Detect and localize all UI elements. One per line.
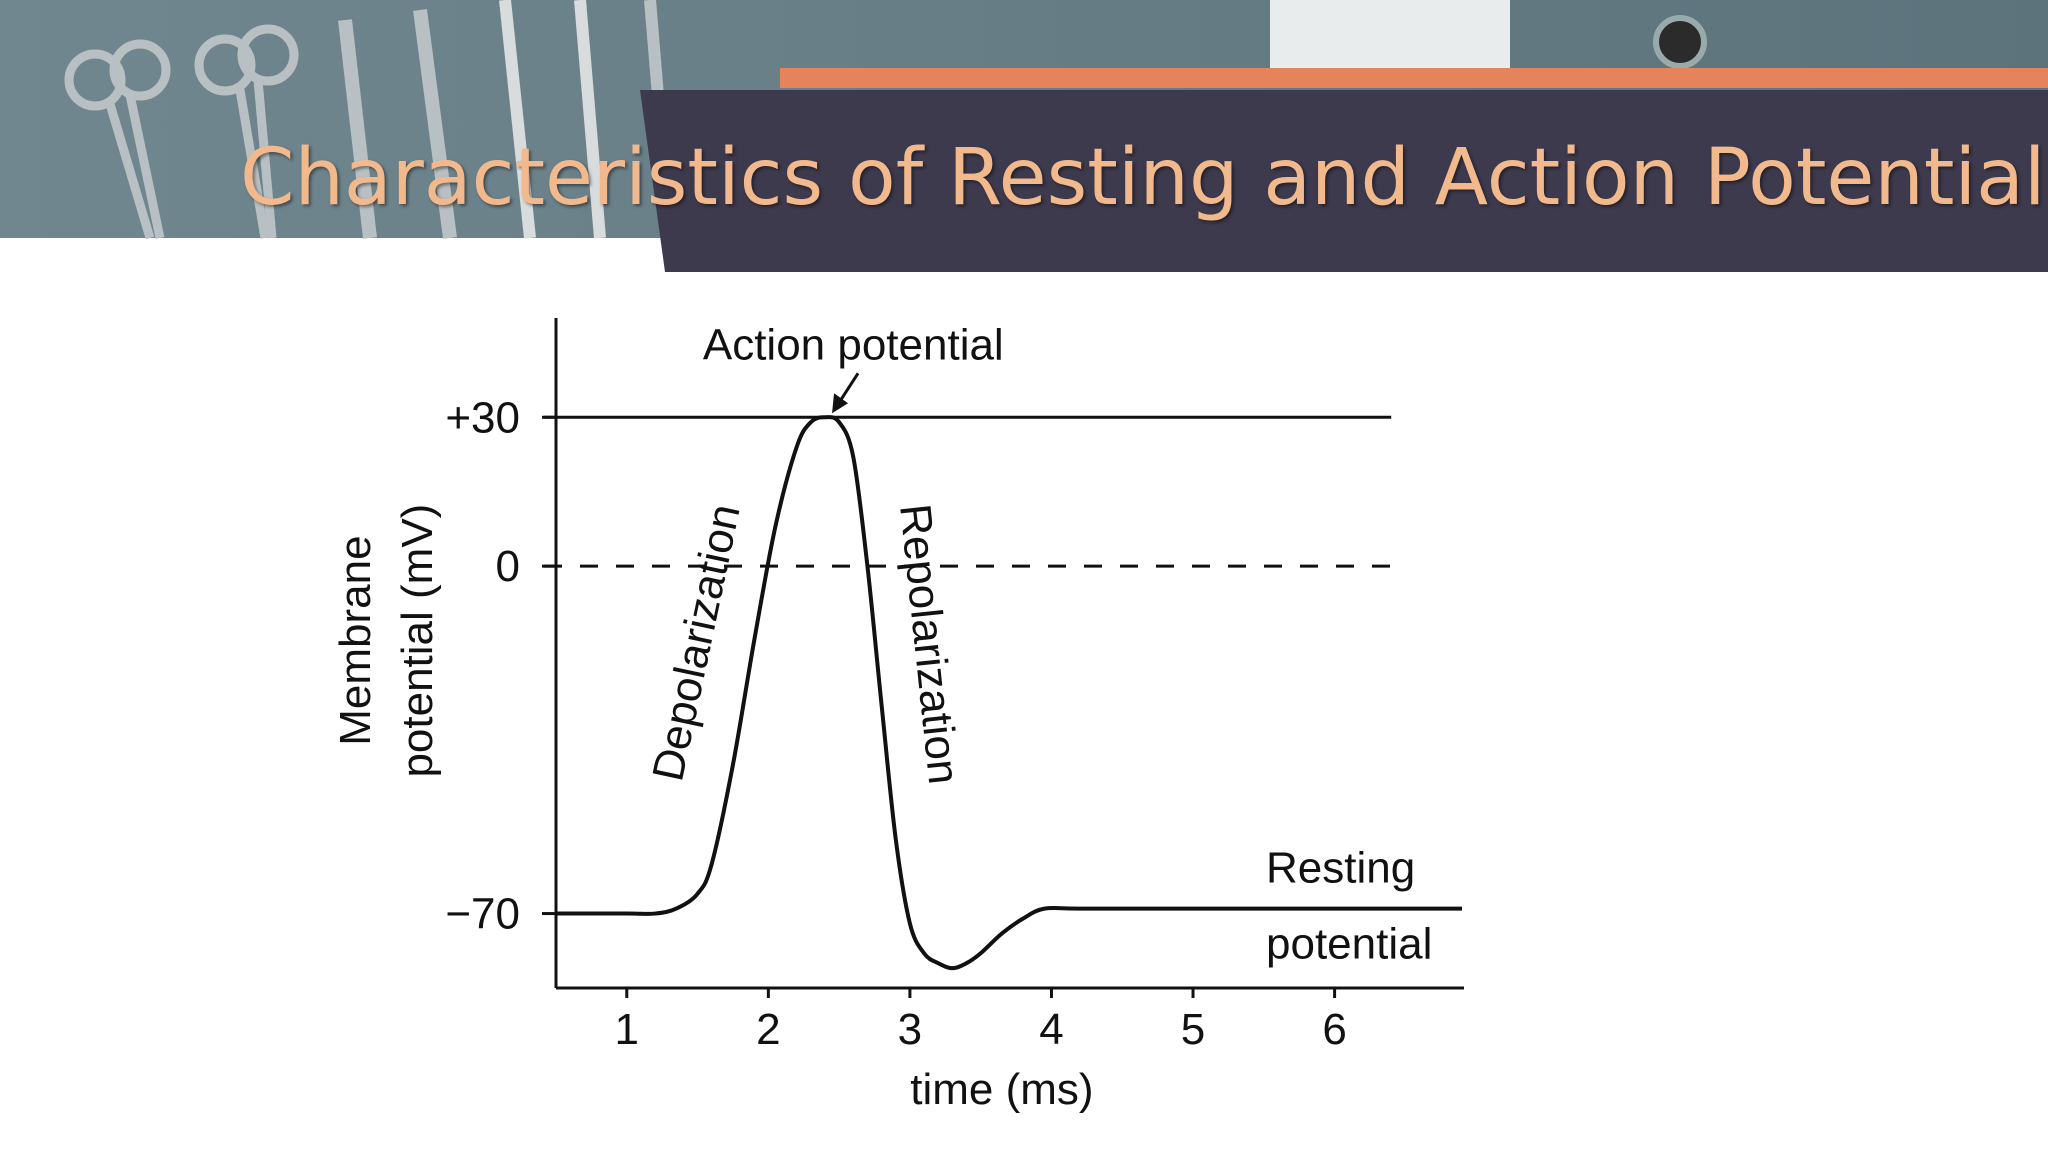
annotation-action-potential: Action potential [703,320,1004,369]
annotation-arrow-icon [832,372,860,414]
banner-graphic [0,0,2048,272]
y-tick-label: 0 [496,542,520,591]
chart-ticks: 1 2 3 4 5 6 +30 0 −70 [445,393,1346,1054]
chart-series [556,415,1462,971]
x-axis-label: time (ms) [910,1065,1093,1114]
x-tick-label: 1 [615,1005,639,1054]
x-tick-label: 3 [898,1005,922,1054]
stethoscope-icon [1653,15,1707,69]
x-tick-label: 5 [1181,1005,1205,1054]
y-tick-label: −70 [445,890,520,939]
chart-labels: time (ms) Membrane potential (mV) [331,504,1094,1114]
header-banner [0,0,2048,275]
annotation-resting: Resting [1266,844,1415,893]
x-tick-label: 6 [1322,1005,1346,1054]
annotation-depolarization: Depolarization [643,500,749,785]
y-axis-label-line-1: Membrane [331,535,380,745]
banner-title-band [640,90,2048,272]
x-tick-label: 2 [756,1005,780,1054]
surgical-instruments-icon [64,0,666,240]
annotation-repolarization: Repolarization [890,502,968,787]
chart-axes [554,318,1464,990]
membrane-potential-line [556,415,1462,971]
reference-lines [544,415,1406,568]
arrow-head [832,393,849,414]
y-axis-label: Membrane potential (mV) [331,504,442,778]
banner-accent-strip [780,68,2048,88]
tray-shape [1270,0,1510,70]
slide-title: Characteristics of Resting and Action Po… [240,133,2046,223]
y-axis-label-line-2: potential (mV) [393,504,442,778]
x-tick-label: 4 [1039,1005,1063,1054]
y-tick-label: +30 [445,393,520,442]
annotation-potential: potential [1266,920,1432,969]
